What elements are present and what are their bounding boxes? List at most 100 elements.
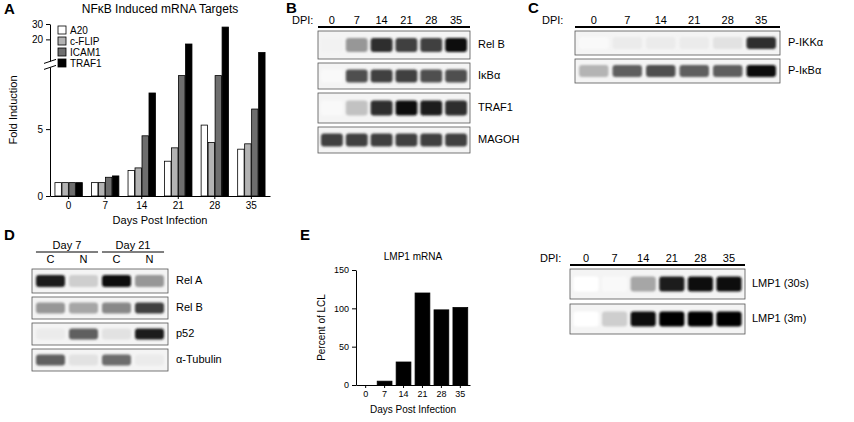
tick-mark [46,196,50,197]
row-label: Rel B [478,38,505,50]
tick-label: 28 [436,389,446,399]
band [420,134,442,147]
band [716,312,741,327]
lane-label: 14 [375,14,387,26]
band [613,37,642,49]
blot-panel: DPI:0714212835LMP1 (30s)LMP1 (3m) [540,252,809,334]
tick: 28 [209,196,221,211]
panel-letter: B [286,0,297,16]
legend-entry: ICAM1 [58,47,101,58]
band [395,101,417,116]
axis-line [357,385,471,386]
blot-strip [32,297,168,319]
band [573,277,598,292]
tick-mark [441,385,442,388]
band [102,303,131,314]
lane-label: 21 [400,14,412,26]
tick-label: 35 [455,389,465,399]
tick-mark [251,196,252,199]
band [659,312,684,327]
lane-label: N [80,253,88,265]
row-label: LMP1 (30s) [752,277,809,289]
bar [238,149,244,196]
lane-label: 28 [694,252,706,264]
blot-bands [573,277,741,292]
tick-label: 0 [37,191,43,202]
band [346,70,368,83]
blot-bands [36,303,164,314]
blot-strip [32,269,168,293]
lane-label: 35 [755,14,767,26]
tick: 7 [382,385,387,399]
axis-line [50,25,51,197]
chart-title: LMP1 mRNA [384,251,443,262]
bar [135,168,141,196]
header-rule [318,26,470,28]
tick: 150 [334,265,356,275]
axis-break [44,59,56,69]
band [716,277,741,292]
band [346,134,368,147]
tick-mark [352,308,356,309]
blot-bands [321,38,467,52]
band [395,134,417,147]
band [371,101,393,116]
band [102,355,131,366]
band [631,277,656,292]
panel-letter: D [4,226,15,243]
lane-label: 0 [591,14,597,26]
band [420,38,442,52]
blot-bands [579,65,776,77]
lane-header: DPI: [542,14,563,26]
band [321,134,343,147]
tick: 30 [32,19,50,30]
row-label: LMP1 (3m) [752,312,806,324]
band [135,329,164,340]
tick: 20 [32,34,50,45]
blot-bands [36,329,164,340]
band [135,275,164,287]
blot-panel: DPI:0714212835Rel BIκBαTRAF1MAGOH [292,14,520,153]
group-label: Day 21 [116,239,151,251]
bar [222,27,228,196]
tick: 0 [37,191,50,202]
x-axis: 0714212835 [357,385,471,399]
bar [165,161,171,196]
tick: 0 [66,196,72,211]
lane-label: C [47,253,55,265]
tick-mark [352,347,356,348]
bar [201,125,207,196]
bar [98,183,104,196]
band [346,38,368,52]
bar [396,362,411,385]
tick: 21 [173,196,185,211]
band [688,312,713,327]
lane-label: 21 [688,14,700,26]
bar [215,76,221,196]
tick: 28 [436,385,446,399]
figure: 0520300714212835NFκB Induced mRNA Target… [0,0,854,422]
row-label: IκBα [478,69,501,81]
axis-break-mark [44,65,56,69]
tick: 14 [399,385,409,399]
tick-mark [214,196,215,199]
band [445,38,467,52]
bar [91,183,97,196]
band [69,275,98,287]
axis-line [51,196,271,197]
bar [252,109,258,196]
band [713,37,742,49]
tick-label: 0 [363,389,368,399]
tick-mark [384,385,385,388]
legend-entry: TRAF1 [58,58,102,69]
blot-bands [579,37,776,49]
bar [358,385,373,386]
tick-mark [46,24,50,25]
band [395,70,417,83]
group-rule [36,252,98,253]
lane-label: 7 [612,252,618,264]
band [420,101,442,116]
tick-mark [365,385,366,388]
y-axis-title: Fold Induction [7,75,19,144]
legend-label: TRAF1 [70,58,102,69]
